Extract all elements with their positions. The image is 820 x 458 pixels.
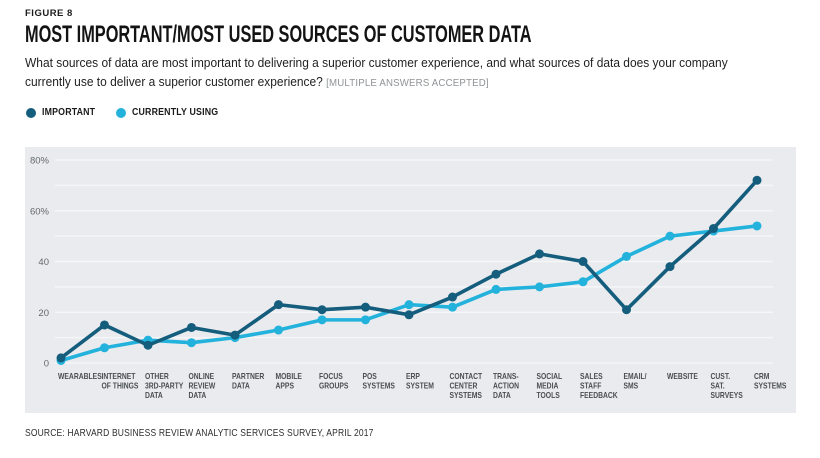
data-point — [448, 292, 457, 302]
subtitle: What sources of data are most important … — [25, 53, 816, 93]
y-axis-label: 60% — [30, 206, 50, 217]
data-point — [361, 315, 370, 325]
legend-dot-currently-using-icon — [115, 107, 126, 118]
gridlines — [55, 159, 773, 364]
data-point — [709, 224, 718, 234]
data-point — [622, 305, 631, 315]
x-axis-label: SOCIAL MEDIA TOOLS — [537, 371, 563, 400]
x-axis-label: CRM SYSTEMS — [754, 371, 786, 390]
data-point — [665, 262, 675, 272]
data-point — [622, 251, 631, 261]
chart-legend: IMPORTANT CURRENTLY USING — [26, 107, 230, 118]
data-point — [317, 315, 327, 325]
data-point — [187, 338, 196, 348]
data-point — [665, 231, 675, 241]
line-chart: 80% 60% 40 20 0 WEARABLES INTERNET OF THINGS OTH… — [30, 156, 786, 401]
y-axis-label: 80% — [30, 156, 50, 167]
chart-panel: 80% 60% 40 20 0 WEARABLES INTERNET OF THINGS OTH… — [25, 147, 796, 413]
data-point — [448, 302, 457, 312]
y-axis-labels: 80% 60% 40 20 0 — [30, 156, 50, 370]
data-point — [100, 343, 109, 353]
y-axis-label: 40 — [38, 257, 49, 268]
data-point — [578, 277, 588, 287]
series-currently-using — [56, 221, 762, 365]
data-point — [404, 310, 414, 320]
x-axis-label: FOCUS GROUPS — [319, 371, 348, 390]
data-point — [578, 257, 588, 266]
data-point — [187, 322, 196, 332]
x-axis-label: OTHER 3RD-PARTY DATA — [145, 371, 183, 400]
data-point — [491, 284, 501, 294]
figure-label: FIGURE 8 — [25, 8, 73, 19]
x-axis-label: INTERNET OF THINGS — [102, 371, 139, 390]
x-axis-label: PARTNER DATA — [232, 371, 265, 390]
data-point — [491, 269, 501, 279]
data-point — [361, 302, 370, 312]
subtitle-question: What sources of data are most important … — [25, 55, 728, 89]
series-line — [59, 178, 759, 360]
x-axis-label: CONTACT CENTER SYSTEMS — [450, 371, 483, 400]
y-axis-label: 20 — [38, 308, 49, 319]
x-axis-label: WEARABLES — [58, 371, 102, 381]
x-axis-label: WEBSITE — [667, 371, 698, 381]
x-axis-label: EMAIL/SMS — [624, 371, 647, 390]
data-point — [752, 175, 762, 185]
data-point — [100, 320, 109, 330]
data-point — [143, 340, 153, 350]
legend-item-currently-using: CURRENTLY USING — [115, 107, 230, 118]
data-point — [535, 282, 544, 292]
data-point — [56, 353, 66, 363]
series-important — [56, 175, 762, 363]
data-point — [274, 300, 283, 310]
legend-label-important: IMPORTANT — [42, 107, 96, 118]
source-note: SOURCE: HARVARD BUSINESS REVIEW ANALYTIC… — [25, 428, 374, 439]
legend-item-important: IMPORTANT — [26, 107, 103, 118]
y-axis-label: 0 — [44, 359, 49, 370]
legend-dot-important-icon — [26, 107, 36, 118]
data-point — [752, 221, 762, 231]
page-title: MOST IMPORTANT/MOST USED SOURCES OF CUST… — [25, 21, 532, 48]
data-point — [404, 300, 414, 310]
x-axis-label: CUST. SAT. SURVEYS — [711, 371, 743, 400]
x-axis-labels: WEARABLES INTERNET OF THINGS OTHER 3RD-PARTY… — [58, 371, 786, 400]
data-point — [535, 249, 544, 259]
subtitle-note: [MULTIPLE ANSWERS ACCEPTED] — [326, 77, 489, 89]
data-point — [230, 330, 240, 340]
series-line — [59, 224, 759, 363]
x-axis-label: ERP SYSTEM — [406, 371, 434, 390]
legend-label-currently-using: CURRENTLY USING — [131, 107, 218, 118]
x-axis-label: ONLINE REVIEW DATA — [189, 371, 216, 400]
x-axis-label: POS SYSTEMS — [363, 371, 395, 390]
x-axis-label: TRANS-ACTION DATA — [493, 371, 519, 400]
x-axis-label: MOBILE APPS — [276, 371, 302, 390]
data-point — [317, 305, 327, 315]
data-point — [274, 325, 283, 335]
x-axis-label: SALES STAFF FEEDBACK — [580, 371, 618, 400]
